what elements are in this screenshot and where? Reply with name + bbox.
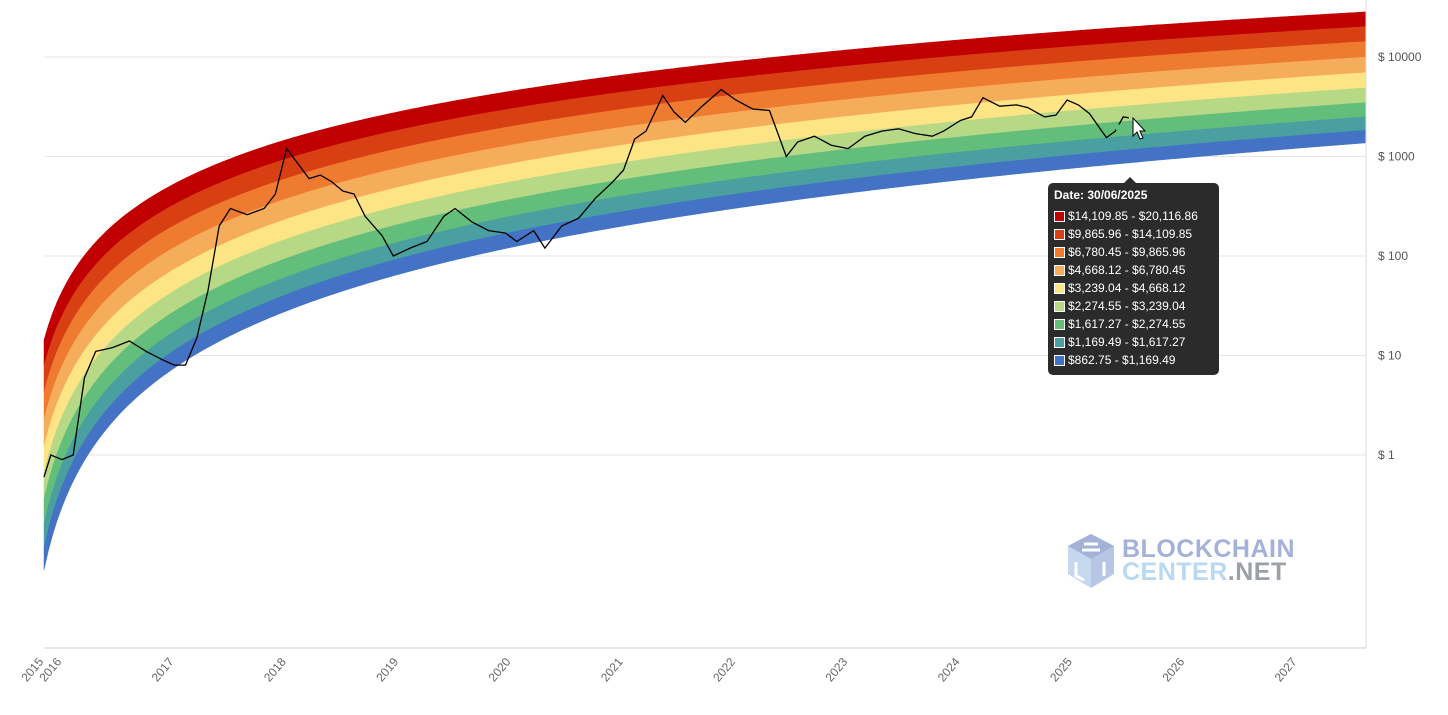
y-tick-label: $ 10	[1378, 349, 1402, 363]
tooltip-row: $6,780.45 - $9,865.96	[1054, 243, 1213, 261]
y-tick-label: $ 1000	[1378, 150, 1415, 164]
tooltip-row: $9,865.96 - $14,109.85	[1054, 225, 1213, 243]
price-series	[43, 88, 1129, 478]
tooltip-row: $862.75 - $1,169.49	[1054, 351, 1213, 369]
x-tick-label: 2022	[710, 655, 738, 685]
x-tick-label: 2027	[1272, 655, 1300, 685]
x-tick-label: 2025	[1047, 655, 1075, 685]
x-tick-label: 2021	[598, 655, 626, 685]
hover-dot	[1115, 152, 1124, 161]
band-color-swatch	[1054, 300, 1065, 312]
band-range: $6,780.45 - $9,865.96	[1068, 245, 1186, 259]
x-tick-label: 2019	[373, 655, 401, 685]
hover-dot	[1115, 61, 1124, 70]
y-tick-label: $ 1	[1378, 448, 1395, 462]
hover-dot	[1115, 93, 1124, 102]
hover-dots	[1115, 30, 1124, 161]
band-color-swatch	[1054, 354, 1065, 366]
x-tick-label: 2017	[149, 655, 177, 685]
price-line	[43, 88, 1129, 478]
mouse-cursor-icon	[1132, 116, 1147, 140]
tooltip-row: $3,239.04 - $4,668.12	[1054, 279, 1213, 297]
x-tick-label: 2024	[935, 655, 963, 685]
tooltip-row: $14,109.85 - $20,116.86	[1054, 207, 1213, 225]
band-color-swatch	[1054, 336, 1065, 348]
hover-dot	[1115, 77, 1124, 86]
logo-line2a: CENTER	[1122, 558, 1228, 586]
band-range: $862.75 - $1,169.49	[1068, 353, 1176, 367]
band-range: $1,169.49 - $1,617.27	[1068, 335, 1186, 349]
tooltip-row: $2,274.55 - $3,239.04	[1054, 297, 1213, 315]
band-color-swatch	[1054, 210, 1065, 222]
blockchaincenter-logo: BLOCKCHAIN CENTER.NET	[1066, 532, 1295, 590]
hover-dot	[1115, 124, 1124, 133]
hover-dot	[1115, 30, 1124, 39]
band-range: $14,109.85 - $20,116.86	[1068, 209, 1198, 223]
tooltip-row: $1,617.27 - $2,274.55	[1054, 315, 1213, 333]
band-color-swatch	[1054, 282, 1065, 294]
x-tick-label: 2018	[261, 655, 289, 685]
band-range: $4,668.12 - $6,780.45	[1068, 263, 1186, 277]
band-range: $9,865.96 - $14,109.85	[1068, 227, 1193, 241]
hover-dot	[1115, 138, 1124, 147]
tooltip-row: $4,668.12 - $6,780.45	[1054, 261, 1213, 279]
band-range: $3,239.04 - $4,668.12	[1068, 281, 1186, 295]
band-range: $1,617.27 - $2,274.55	[1068, 317, 1186, 331]
x-tick-label: 2026	[1159, 655, 1187, 685]
band-color-swatch	[1054, 318, 1065, 330]
band-color-swatch	[1054, 264, 1065, 276]
band-color-swatch	[1054, 228, 1065, 240]
x-tick-label: 2023	[823, 655, 851, 685]
logo-line1: BLOCKCHAIN	[1122, 535, 1296, 563]
hover-dot	[1115, 45, 1124, 54]
tooltip: Date: 30/06/2025 $14,109.85 - $20,116.86…	[1048, 177, 1219, 375]
x-tick-label: 2016	[36, 655, 64, 685]
band-range: $2,274.55 - $3,239.04	[1068, 299, 1186, 313]
band-color-swatch	[1054, 246, 1065, 258]
x-tick-label: 2020	[486, 655, 514, 685]
logo-cube-icon	[1068, 534, 1114, 588]
y-tick-label: $ 10000	[1378, 50, 1422, 64]
y-tick-label: $ 100	[1378, 249, 1408, 263]
tooltip-row: $1,169.49 - $1,617.27	[1054, 333, 1213, 351]
logo-line2b: .NET	[1227, 558, 1287, 586]
tooltip-date: Date: 30/06/2025	[1054, 188, 1148, 202]
hover-dot	[1115, 109, 1124, 118]
